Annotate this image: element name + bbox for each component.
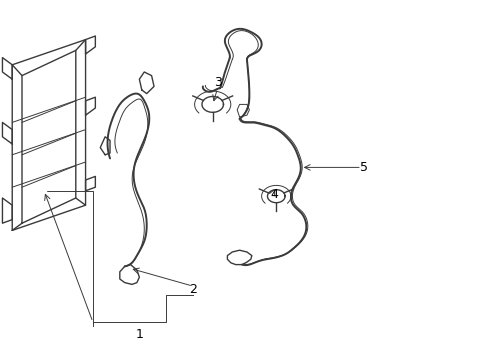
Text: 4: 4 [269,188,277,201]
Text: 3: 3 [213,76,221,89]
Text: 5: 5 [360,161,367,174]
Text: 1: 1 [135,328,143,341]
Text: 2: 2 [189,283,197,296]
